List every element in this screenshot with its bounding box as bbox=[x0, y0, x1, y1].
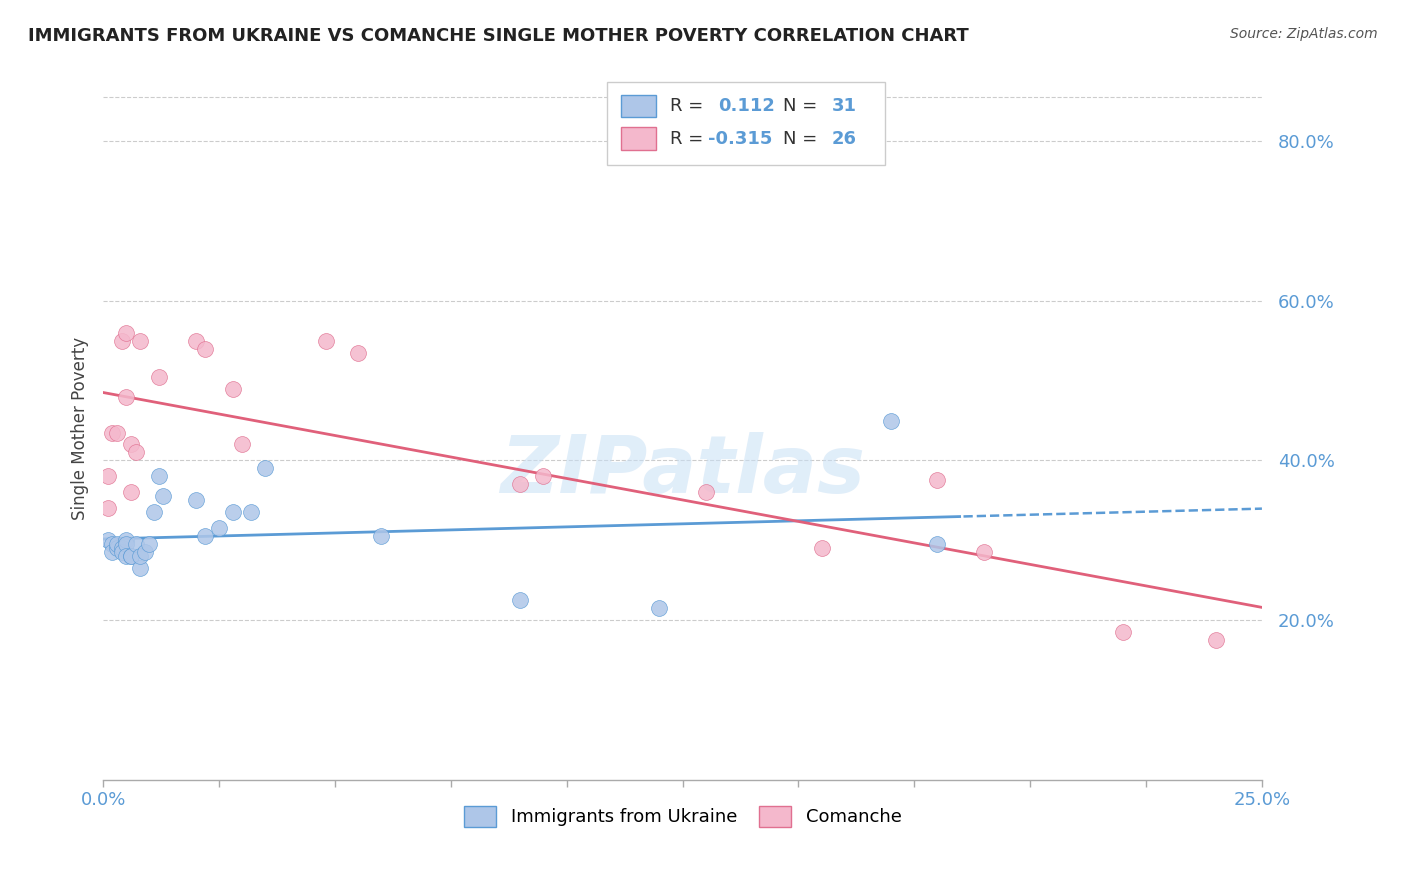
Point bbox=[120, 549, 142, 564]
Legend: Immigrants from Ukraine, Comanche: Immigrants from Ukraine, Comanche bbox=[457, 798, 908, 834]
Point bbox=[370, 529, 392, 543]
Point bbox=[347, 345, 370, 359]
Point bbox=[129, 334, 152, 348]
Point bbox=[194, 529, 217, 543]
Point bbox=[97, 533, 120, 548]
Point bbox=[101, 425, 124, 440]
Point bbox=[97, 469, 120, 483]
Point bbox=[105, 537, 128, 551]
Point bbox=[148, 369, 170, 384]
Point bbox=[115, 326, 138, 340]
Point bbox=[810, 541, 832, 556]
Text: R =: R = bbox=[669, 129, 703, 147]
Point bbox=[124, 445, 146, 459]
Point bbox=[115, 533, 138, 548]
Text: 0.112: 0.112 bbox=[718, 97, 775, 115]
FancyBboxPatch shape bbox=[621, 128, 655, 150]
Point bbox=[509, 593, 531, 607]
Point bbox=[184, 493, 207, 508]
Point bbox=[648, 601, 671, 615]
Point bbox=[105, 541, 128, 556]
Point bbox=[231, 437, 253, 451]
Point bbox=[138, 537, 160, 551]
Point bbox=[222, 505, 245, 519]
Point bbox=[115, 537, 138, 551]
Point bbox=[695, 485, 717, 500]
Point bbox=[120, 485, 142, 500]
FancyBboxPatch shape bbox=[607, 82, 886, 165]
Point bbox=[315, 334, 337, 348]
FancyBboxPatch shape bbox=[621, 95, 655, 118]
Point bbox=[222, 382, 245, 396]
Point bbox=[115, 390, 138, 404]
Point bbox=[101, 537, 124, 551]
Point bbox=[129, 561, 152, 575]
Point bbox=[509, 477, 531, 491]
Point bbox=[254, 461, 277, 475]
Point bbox=[120, 549, 142, 564]
Point bbox=[184, 334, 207, 348]
Point bbox=[124, 537, 146, 551]
Point bbox=[101, 545, 124, 559]
Point bbox=[194, 342, 217, 356]
Text: R =: R = bbox=[669, 97, 703, 115]
Point bbox=[1205, 632, 1227, 647]
Point bbox=[97, 501, 120, 516]
Text: ZIPatlas: ZIPatlas bbox=[501, 432, 865, 509]
Point bbox=[208, 521, 231, 535]
Point bbox=[111, 334, 134, 348]
Text: N =: N = bbox=[783, 97, 817, 115]
Text: IMMIGRANTS FROM UKRAINE VS COMANCHE SINGLE MOTHER POVERTY CORRELATION CHART: IMMIGRANTS FROM UKRAINE VS COMANCHE SING… bbox=[28, 27, 969, 45]
Point bbox=[111, 545, 134, 559]
Point bbox=[152, 489, 174, 503]
Point bbox=[240, 505, 263, 519]
Point bbox=[533, 469, 555, 483]
Point bbox=[148, 469, 170, 483]
Text: Source: ZipAtlas.com: Source: ZipAtlas.com bbox=[1230, 27, 1378, 41]
Text: 26: 26 bbox=[832, 129, 858, 147]
Text: -0.315: -0.315 bbox=[709, 129, 772, 147]
Point bbox=[120, 437, 142, 451]
Y-axis label: Single Mother Poverty: Single Mother Poverty bbox=[72, 337, 89, 520]
Point bbox=[927, 474, 949, 488]
Point bbox=[880, 413, 903, 427]
Point bbox=[115, 549, 138, 564]
Point bbox=[143, 505, 166, 519]
Point bbox=[129, 549, 152, 564]
Point bbox=[105, 425, 128, 440]
Text: N =: N = bbox=[783, 129, 817, 147]
Point bbox=[927, 537, 949, 551]
Point bbox=[973, 545, 995, 559]
Point bbox=[134, 545, 156, 559]
Point bbox=[1112, 625, 1135, 640]
Point bbox=[111, 541, 134, 556]
Text: 31: 31 bbox=[832, 97, 858, 115]
